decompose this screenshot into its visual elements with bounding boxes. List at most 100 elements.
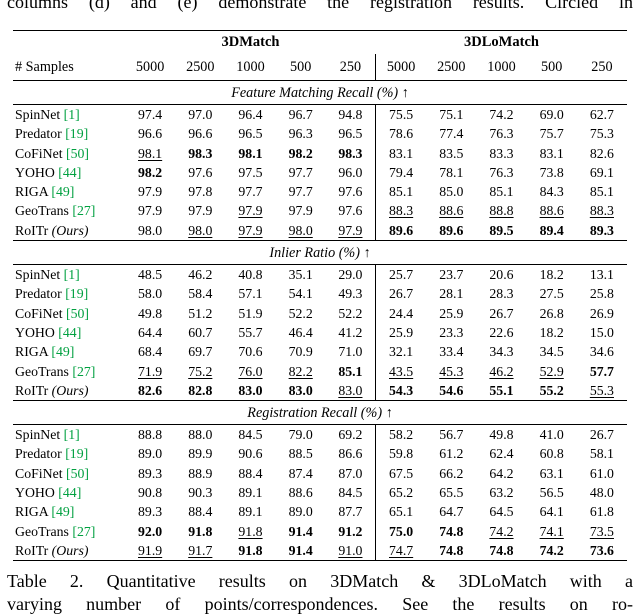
result-value: 33.4 — [426, 342, 476, 361]
citation-link[interactable]: [27] — [69, 203, 95, 218]
ours-label: (Ours) — [48, 223, 88, 238]
table-caption: Table 2. Quantitative results on 3DMatch… — [7, 570, 633, 615]
citation-link[interactable]: [44] — [55, 485, 81, 500]
result-value: 70.9 — [276, 342, 326, 361]
samples-count: 1000 — [476, 54, 526, 80]
result-value: 75.5 — [376, 105, 426, 124]
citation-link[interactable]: [50] — [63, 306, 89, 321]
result-value: 97.9 — [125, 182, 175, 201]
samples-count: 5000 — [125, 54, 175, 80]
method-name: YOHO [44] — [13, 323, 125, 342]
citation-link[interactable]: [49] — [48, 344, 74, 359]
result-value: 58.1 — [577, 444, 627, 463]
result-value: 65.2 — [376, 483, 426, 502]
result-value: 64.5 — [476, 502, 526, 521]
citation-link[interactable]: [27] — [69, 524, 95, 539]
result-value: 96.5 — [225, 124, 275, 143]
result-value: 41.2 — [326, 323, 376, 342]
result-value: 89.6 — [426, 221, 476, 240]
result-value: 65.5 — [426, 483, 476, 502]
result-value: 98.3 — [326, 144, 376, 163]
result-value: 89.3 — [125, 502, 175, 521]
citation-link[interactable]: [19] — [62, 126, 88, 141]
method-name: RoITr (Ours) — [13, 541, 125, 560]
citation-link[interactable]: [44] — [55, 165, 81, 180]
result-value: 13.1 — [577, 265, 627, 284]
result-value: 96.7 — [276, 105, 326, 124]
method-label: CoFiNet — [15, 306, 63, 321]
result-value: 97.6 — [326, 182, 376, 201]
citation-link[interactable]: [1] — [60, 427, 80, 442]
method-name: SpinNet [1] — [13, 265, 125, 284]
citation-link[interactable]: [44] — [55, 325, 81, 340]
result-value: 54.1 — [276, 284, 326, 303]
result-value: 83.0 — [276, 381, 326, 400]
result-value: 60.8 — [527, 444, 577, 463]
citation-link[interactable]: [1] — [60, 107, 80, 122]
result-value: 83.5 — [426, 144, 476, 163]
method-name: Predator [19] — [13, 284, 125, 303]
result-value: 75.7 — [527, 124, 577, 143]
result-value: 18.2 — [527, 323, 577, 342]
result-value: 96.0 — [326, 163, 376, 182]
result-value: 90.8 — [125, 483, 175, 502]
result-value: 63.2 — [476, 483, 526, 502]
result-value: 75.2 — [175, 362, 225, 381]
result-value: 73.5 — [577, 522, 627, 541]
result-value: 92.0 — [125, 522, 175, 541]
result-value: 74.1 — [527, 522, 577, 541]
result-value: 54.3 — [376, 381, 426, 400]
result-value: 97.7 — [276, 182, 326, 201]
citation-link[interactable]: [27] — [69, 364, 95, 379]
citation-link[interactable]: [49] — [48, 184, 74, 199]
result-value: 20.6 — [476, 265, 526, 284]
method-label: YOHO — [15, 485, 55, 500]
method-name: GeoTrans [27] — [13, 522, 125, 541]
result-value: 55.1 — [476, 381, 526, 400]
result-value: 26.8 — [527, 304, 577, 323]
result-value: 73.6 — [577, 541, 627, 560]
section-title: Inlier Ratio (%) ↑ — [13, 240, 627, 265]
samples-count: 500 — [276, 54, 326, 80]
method-label: SpinNet — [15, 427, 60, 442]
citation-link[interactable]: [50] — [63, 146, 89, 161]
citation-link[interactable]: [50] — [63, 466, 89, 481]
citation-link[interactable]: [19] — [62, 286, 88, 301]
result-value: 24.4 — [376, 304, 426, 323]
result-value: 64.2 — [476, 464, 526, 483]
result-value: 91.8 — [225, 522, 275, 541]
citation-link[interactable]: [1] — [60, 267, 80, 282]
result-value: 88.8 — [476, 201, 526, 220]
result-value: 69.0 — [527, 105, 577, 124]
citation-link[interactable]: [49] — [48, 504, 74, 519]
method-label: CoFiNet — [15, 146, 63, 161]
result-value: 25.9 — [376, 323, 426, 342]
result-value: 86.6 — [326, 444, 376, 463]
result-value: 82.6 — [125, 381, 175, 400]
result-value: 97.0 — [175, 105, 225, 124]
result-value: 90.3 — [175, 483, 225, 502]
result-value: 83.1 — [527, 144, 577, 163]
result-value: 75.3 — [577, 124, 627, 143]
result-value: 89.3 — [577, 221, 627, 240]
method-label: GeoTrans — [15, 364, 69, 379]
result-value: 62.7 — [577, 105, 627, 124]
result-value: 98.2 — [276, 144, 326, 163]
result-value: 97.9 — [125, 201, 175, 220]
result-value: 85.1 — [326, 362, 376, 381]
result-value: 97.9 — [175, 201, 225, 220]
method-name: Predator [19] — [13, 124, 125, 143]
result-value: 88.8 — [125, 425, 175, 444]
citation-link[interactable]: [19] — [62, 446, 88, 461]
method-label: RoITr — [15, 383, 48, 398]
